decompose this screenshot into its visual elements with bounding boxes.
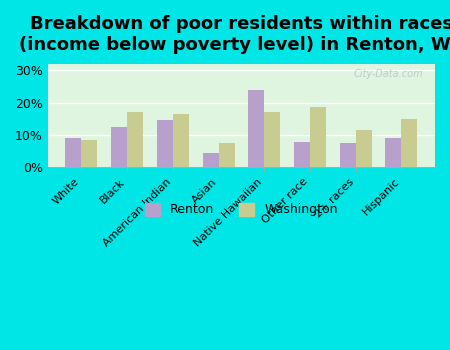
Bar — [127, 112, 143, 167]
Bar — [401, 119, 418, 167]
Bar — [111, 127, 127, 167]
Bar — [65, 138, 81, 167]
Bar — [202, 153, 219, 167]
Bar — [157, 120, 173, 167]
Bar — [248, 90, 264, 167]
Text: City-Data.com: City-Data.com — [354, 69, 423, 79]
Bar — [173, 114, 189, 167]
Bar — [385, 138, 401, 167]
Bar — [356, 130, 372, 167]
Legend: Renton, Washington: Renton, Washington — [140, 198, 343, 221]
Bar — [264, 112, 280, 167]
Bar — [219, 143, 234, 167]
Title: Breakdown of poor residents within races
(income below poverty level) in Renton,: Breakdown of poor residents within races… — [19, 15, 450, 54]
Bar — [81, 140, 97, 167]
Bar — [340, 143, 356, 167]
Bar — [294, 141, 310, 167]
Bar — [310, 107, 326, 167]
